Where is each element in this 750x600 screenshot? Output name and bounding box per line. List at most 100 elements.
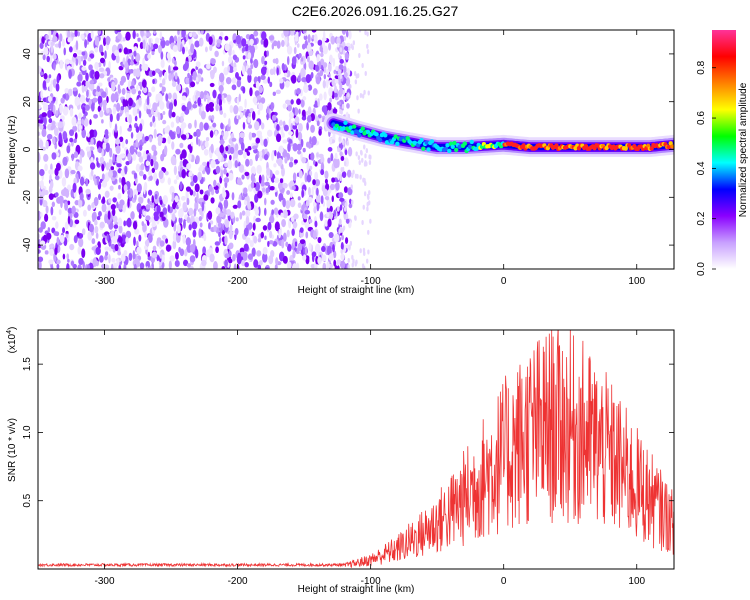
noise-speck	[106, 107, 110, 114]
noise-speck	[203, 90, 208, 96]
noise-speck	[179, 142, 184, 149]
noise-speck	[297, 150, 302, 155]
noise-speck	[179, 181, 183, 191]
track-dot	[623, 146, 628, 151]
noise-speck	[127, 152, 132, 161]
noise-speck	[261, 56, 265, 65]
noise-speck	[262, 78, 268, 84]
noise-speck	[181, 46, 185, 55]
noise-speck	[59, 103, 63, 114]
noise-speck	[105, 162, 110, 171]
noise-speck	[52, 35, 58, 43]
noise-speck	[104, 50, 107, 60]
noise-speck	[292, 263, 298, 269]
noise-speck	[162, 167, 167, 173]
noise-speck	[329, 137, 333, 145]
noise-speck	[46, 55, 50, 63]
noise-speck	[214, 130, 218, 137]
noise-speck	[274, 221, 280, 232]
noise-speck	[204, 140, 209, 148]
noise-speck	[255, 81, 260, 89]
noise-speck	[52, 53, 57, 60]
noise-speck	[62, 39, 65, 47]
noise-speck	[138, 213, 142, 219]
noise-speck	[192, 104, 198, 109]
noise-speck	[209, 253, 215, 263]
noise-speck	[307, 34, 311, 44]
noise-speck	[231, 84, 237, 91]
noise-speck	[285, 241, 289, 247]
noise-speck	[260, 66, 267, 76]
noise-speck	[282, 103, 287, 109]
noise-speck	[320, 162, 325, 172]
noise-speck	[108, 254, 111, 264]
noise-speck	[213, 261, 218, 269]
colorbar-tick-label: 0.6	[696, 111, 707, 125]
y-tick-label: 40	[22, 48, 33, 60]
noise-speck	[109, 147, 113, 158]
noise-speck	[368, 200, 371, 206]
noise-speck	[345, 218, 350, 224]
noise-speck	[280, 212, 284, 218]
noise-speck	[118, 184, 121, 190]
noise-speck	[205, 30, 211, 33]
noise-speck	[101, 180, 108, 188]
noise-speck	[190, 43, 195, 54]
noise-speck	[237, 200, 242, 209]
noise-speck	[294, 159, 298, 164]
noise-speck	[194, 248, 199, 259]
noise-speck	[238, 93, 242, 103]
track-dot	[666, 144, 672, 150]
noise-speck	[292, 221, 298, 229]
noise-speck	[110, 93, 116, 103]
noise-speck	[191, 221, 198, 230]
noise-speck	[237, 76, 242, 81]
noise-speck	[264, 207, 267, 217]
noise-speck	[98, 147, 102, 154]
noise-speck	[244, 261, 249, 268]
noise-speck	[102, 142, 107, 150]
noise-speck	[67, 215, 71, 225]
track-dot	[360, 126, 365, 131]
noise-speck	[352, 40, 356, 46]
noise-speck	[54, 247, 58, 256]
noise-speck	[340, 242, 344, 251]
noise-speck	[196, 192, 199, 202]
noise-speck	[44, 49, 49, 55]
noise-speck	[295, 31, 299, 37]
y-tick-label: -40	[22, 237, 33, 252]
noise-speck	[181, 30, 186, 39]
noise-speck	[264, 197, 267, 206]
track-dot	[355, 129, 360, 135]
noise-speck	[320, 52, 324, 58]
noise-speck	[239, 132, 245, 139]
noise-speck	[233, 263, 237, 269]
noise-speck	[151, 51, 155, 56]
noise-speck	[268, 240, 274, 245]
noise-speck	[346, 140, 349, 146]
noise-speck	[224, 43, 230, 52]
noise-speck	[186, 197, 190, 206]
noise-speck	[338, 64, 344, 70]
noise-speck	[89, 162, 96, 170]
noise-speck	[241, 210, 246, 216]
noise-speck	[210, 143, 214, 154]
noise-speck	[198, 216, 203, 222]
noise-speck	[64, 201, 69, 211]
noise-speck	[279, 195, 284, 201]
noise-speck	[247, 230, 253, 236]
noise-speck	[76, 232, 80, 237]
noise-speck	[209, 106, 214, 112]
noise-speck	[360, 150, 363, 156]
noise-speck	[282, 139, 288, 144]
noise-speck	[138, 110, 142, 119]
noise-speck	[143, 185, 146, 195]
noise-speck	[326, 211, 330, 218]
noise-speck	[243, 243, 249, 252]
noise-speck	[311, 136, 317, 146]
noise-speck	[277, 157, 283, 167]
track-dot	[668, 141, 673, 146]
noise-speck	[299, 239, 306, 245]
track-dot	[424, 140, 429, 145]
noise-speck	[121, 141, 125, 149]
